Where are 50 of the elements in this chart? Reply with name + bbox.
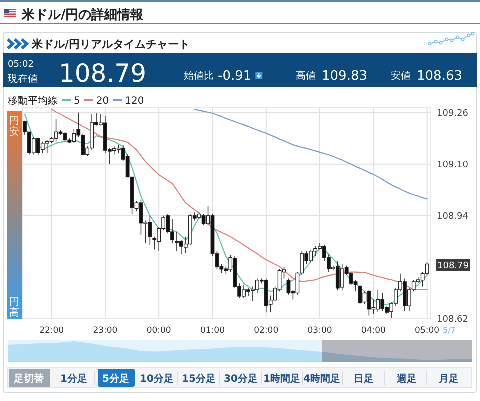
candlestick <box>54 118 58 142</box>
candlestick <box>72 129 76 144</box>
text: -0.91 <box>218 69 252 84</box>
text: 5分足 <box>102 373 130 385</box>
text: 4時間足 <box>304 373 340 385</box>
y-tick-label: 108.94 <box>437 212 469 222</box>
text: 108.79 <box>59 59 146 88</box>
chart-subtitle: 米ドル/円リアルタイムチャート <box>31 38 190 51</box>
y-tick-label: 109.10 <box>437 160 469 171</box>
text: 30分足 <box>224 373 258 385</box>
y-tick-label: 108.62 <box>437 315 468 326</box>
text: 108.63 <box>417 69 462 84</box>
text: 1分足 <box>60 373 88 385</box>
text: 現在値 <box>8 73 38 85</box>
candlestick <box>139 199 144 236</box>
text: 週足 <box>396 373 417 385</box>
text: 月足 <box>438 373 459 385</box>
text: 日足 <box>354 373 374 385</box>
x-tick-label: 00:00 <box>146 326 172 336</box>
chart-title: 米ドル/円の詳細情報 <box>21 7 145 23</box>
text: 円安 <box>10 116 20 138</box>
text: 1時間足 <box>264 373 300 385</box>
x-tick-label: 05:00 <box>415 326 440 336</box>
line-series <box>51 109 428 291</box>
x-tick-label: 22:00 <box>40 326 64 336</box>
text: 始値比 <box>184 70 214 82</box>
text: 円高 <box>10 297 20 319</box>
text: 足切替 <box>13 373 45 385</box>
legend-title: 移動平均線 <box>8 95 58 107</box>
text: 高値 <box>296 70 316 82</box>
x-tick-label: 23:00 <box>93 326 118 336</box>
candlestick <box>286 278 291 296</box>
candlestick <box>202 214 206 226</box>
legend-label: 120 <box>125 96 144 107</box>
x-tick-label: 04:00 <box>361 326 386 336</box>
x-tick-label: 03:00 <box>308 326 332 336</box>
legend-label: 5 <box>74 96 80 107</box>
text: 10分足 <box>140 373 174 385</box>
text: 109.83 <box>322 69 368 84</box>
text: 15分足 <box>182 373 216 385</box>
candlestick <box>63 132 68 142</box>
y-tick-label: 109.26 <box>437 109 469 120</box>
line-series <box>194 109 428 200</box>
text: 5/7 <box>443 326 456 335</box>
x-tick-label: 02:00 <box>254 326 279 336</box>
legend-label: 20 <box>96 96 110 107</box>
x-tick-label: 01:00 <box>200 326 225 336</box>
candlestick <box>367 290 372 316</box>
text: 安値 <box>391 70 411 82</box>
text: 05:02 <box>8 60 34 70</box>
